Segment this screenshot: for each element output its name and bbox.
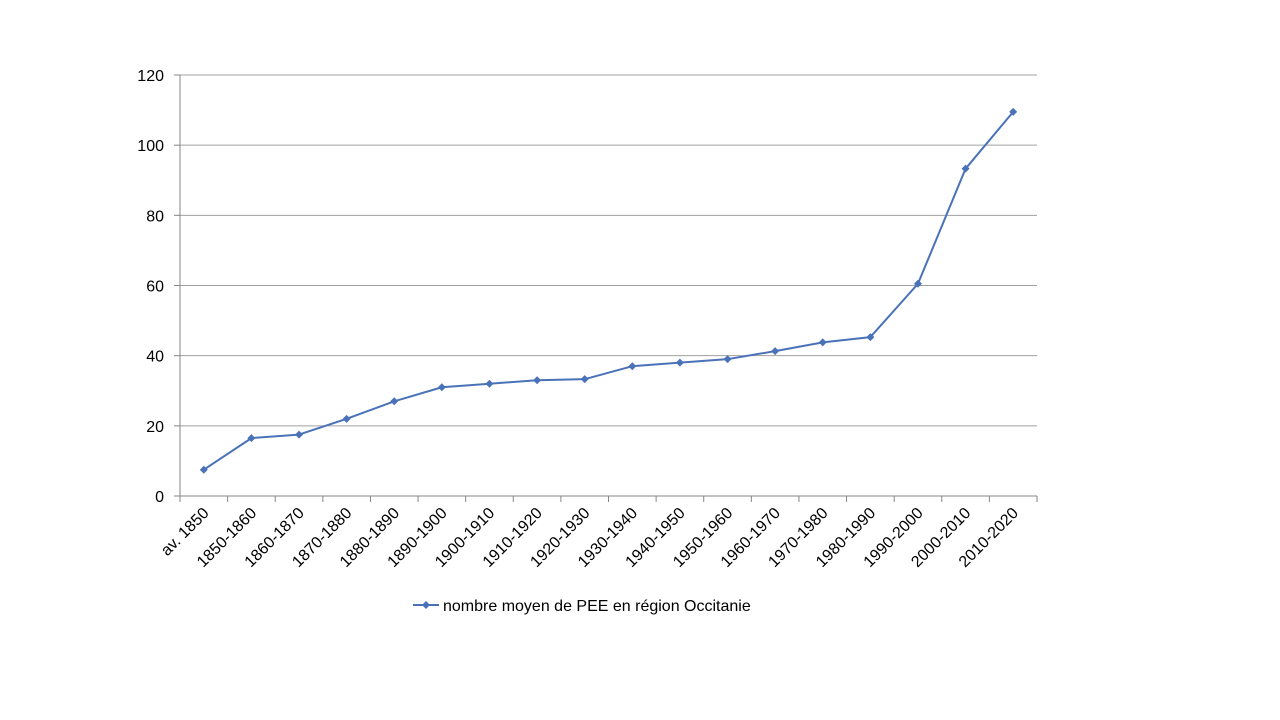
legend-marker-swatch [422, 601, 430, 609]
data-point [437, 383, 446, 392]
y-tick-label: 80 [146, 208, 164, 225]
legend: nombre moyen de PEE en région Occitanie [413, 598, 751, 615]
data-point [675, 358, 684, 367]
data-point [913, 279, 922, 288]
data-point [628, 362, 637, 371]
data-point [771, 347, 780, 356]
data-point [390, 397, 399, 406]
y-tick-label: 40 [146, 349, 164, 366]
y-tick-label: 0 [155, 489, 164, 506]
data-point [247, 434, 256, 443]
series [199, 107, 1018, 474]
data-point [961, 164, 970, 173]
data-point [866, 333, 875, 342]
data-point [295, 430, 304, 439]
data-point [580, 375, 589, 384]
y-tick-label: 120 [137, 68, 164, 85]
legend-label: nombre moyen de PEE en région Occitanie [443, 598, 751, 615]
data-point [342, 414, 351, 423]
y-tick-label: 100 [137, 138, 164, 155]
axes [174, 74, 1038, 502]
data-point [485, 379, 494, 388]
series-line [203, 111, 1014, 471]
data-point [533, 376, 542, 385]
y-tick-label: 20 [146, 419, 164, 436]
data-point [199, 465, 208, 474]
y-axis-tick-labels: 0 20 40 60 80 100 120 [137, 68, 164, 506]
gridlines [180, 74, 1037, 427]
y-tick-label: 60 [146, 279, 164, 296]
data-point [818, 338, 827, 347]
data-point [1009, 107, 1018, 116]
data-point [723, 355, 732, 364]
x-axis-tick-labels: av. 18501850-18601860-18701870-18801880-… [158, 505, 1022, 571]
